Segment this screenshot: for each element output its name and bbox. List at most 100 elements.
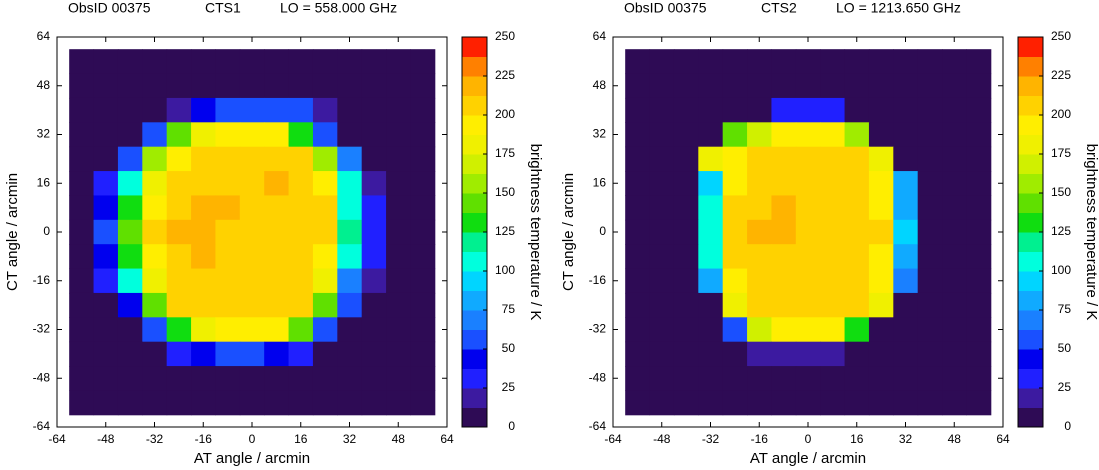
heatmap-cell — [93, 317, 119, 343]
y-tick-label: -32 — [589, 322, 607, 336]
heatmap-cell — [942, 195, 967, 221]
heatmap-cell — [215, 244, 241, 270]
heatmap-cell — [722, 292, 748, 318]
heatmap-cell — [215, 195, 241, 221]
heatmap-cell — [142, 122, 168, 148]
heatmap-cell — [191, 341, 216, 367]
heatmap-cell — [820, 49, 846, 75]
heatmap-cell — [386, 341, 411, 367]
heatmap-cell — [239, 97, 265, 123]
heatmap-cell — [288, 146, 314, 172]
heatmap-cell — [288, 292, 314, 318]
heatmap-cell — [386, 292, 411, 318]
heatmap-cell — [410, 146, 436, 172]
panel: ObsID 00375 CTS2 LO = 1213.650 GHz -64 -48 -3… — [560, 0, 1099, 467]
heatmap-cell — [410, 244, 436, 270]
heatmap-cell — [337, 268, 363, 294]
heatmap-cell — [386, 317, 411, 343]
heatmap-cell — [288, 97, 314, 123]
heatmap-cell — [722, 341, 748, 367]
colorbar-band — [1018, 76, 1043, 96]
x-tick-label: -48 — [653, 432, 671, 446]
heatmap-cell — [893, 244, 919, 270]
heatmap-cell — [893, 390, 919, 416]
heatmap-cell — [93, 122, 119, 148]
heatmap-cell — [361, 97, 387, 123]
heatmap-cell — [942, 292, 967, 318]
heatmap-cell — [386, 195, 411, 221]
heatmap-cell — [820, 317, 846, 343]
heatmap-cell — [264, 244, 290, 270]
heatmap-cell — [166, 366, 192, 391]
heatmap-cell — [361, 146, 387, 172]
heatmap-cell — [942, 146, 967, 172]
heatmap-cell — [288, 366, 314, 391]
heatmap-cell — [69, 341, 95, 367]
heatmap-cell — [142, 146, 168, 172]
heatmap-cell — [893, 122, 919, 148]
heatmap-cell — [239, 366, 265, 391]
heatmap-cell — [698, 122, 724, 148]
heatmap-cell — [722, 146, 748, 172]
heatmap-cell — [239, 171, 265, 196]
heatmap-cell — [337, 219, 363, 245]
heatmap-cell — [747, 268, 772, 294]
colorbar-tick-label: 200 — [495, 107, 515, 121]
heatmap-cell — [361, 171, 387, 196]
heatmap-cell — [142, 97, 168, 123]
heatmap-cell — [771, 97, 797, 123]
heatmap-cell — [337, 341, 363, 367]
heatmap-cell — [771, 366, 797, 391]
heatmap-cell — [820, 171, 846, 196]
heatmap-cell — [771, 195, 797, 221]
heatmap-cell — [942, 317, 967, 343]
heatmap-cell — [942, 390, 967, 416]
heatmap-cell — [239, 341, 265, 367]
heatmap-cell — [844, 122, 870, 148]
heatmap-cell — [410, 292, 436, 318]
heatmap-cell — [117, 146, 143, 172]
heatmap-cell — [868, 268, 894, 294]
heatmap-cell — [722, 244, 748, 270]
heatmap-cell — [215, 73, 241, 99]
heatmap-cell — [747, 317, 772, 343]
heatmap-cell — [771, 292, 797, 318]
colorbar-tick-label: 100 — [495, 263, 515, 277]
colorbar-band — [1018, 115, 1043, 135]
heatmap-cell — [868, 219, 894, 245]
heatmap-cell — [820, 366, 846, 391]
heatmap-cell — [142, 171, 168, 196]
heatmap-cell — [868, 195, 894, 221]
heatmap-cell — [893, 268, 919, 294]
heatmap-cell — [844, 268, 870, 294]
heatmap-cell — [844, 97, 870, 123]
heatmap-cell — [844, 171, 870, 196]
heatmap-cell — [771, 341, 797, 367]
heatmap-cell — [795, 122, 821, 148]
heatmap-cell — [166, 244, 192, 270]
heatmap-cell — [844, 195, 870, 221]
heatmap-cell — [215, 390, 241, 416]
heatmap-cell — [771, 146, 797, 172]
heatmap-cell — [264, 341, 290, 367]
heatmap-cell — [722, 73, 748, 99]
heatmap-cell — [410, 73, 436, 99]
heatmap-cell — [239, 195, 265, 221]
heatmap-cell — [142, 73, 168, 99]
heatmap-cell — [93, 292, 119, 318]
heatmap-cell — [264, 97, 290, 123]
heatmap-cell — [625, 292, 651, 318]
heatmap-cell — [142, 244, 168, 270]
heatmap-cell — [771, 219, 797, 245]
heatmap-cell — [917, 97, 943, 123]
heatmap-cell — [239, 268, 265, 294]
heatmap-cell — [69, 49, 95, 75]
heatmap-cell — [771, 244, 797, 270]
heatmap-cell — [625, 390, 651, 416]
colorbar-band — [462, 37, 487, 57]
heatmap-cell — [410, 341, 436, 367]
heatmap-cell — [386, 366, 411, 391]
heatmap-cell — [312, 268, 338, 294]
heatmap-cell — [215, 341, 241, 367]
heatmap-cell — [386, 73, 411, 99]
